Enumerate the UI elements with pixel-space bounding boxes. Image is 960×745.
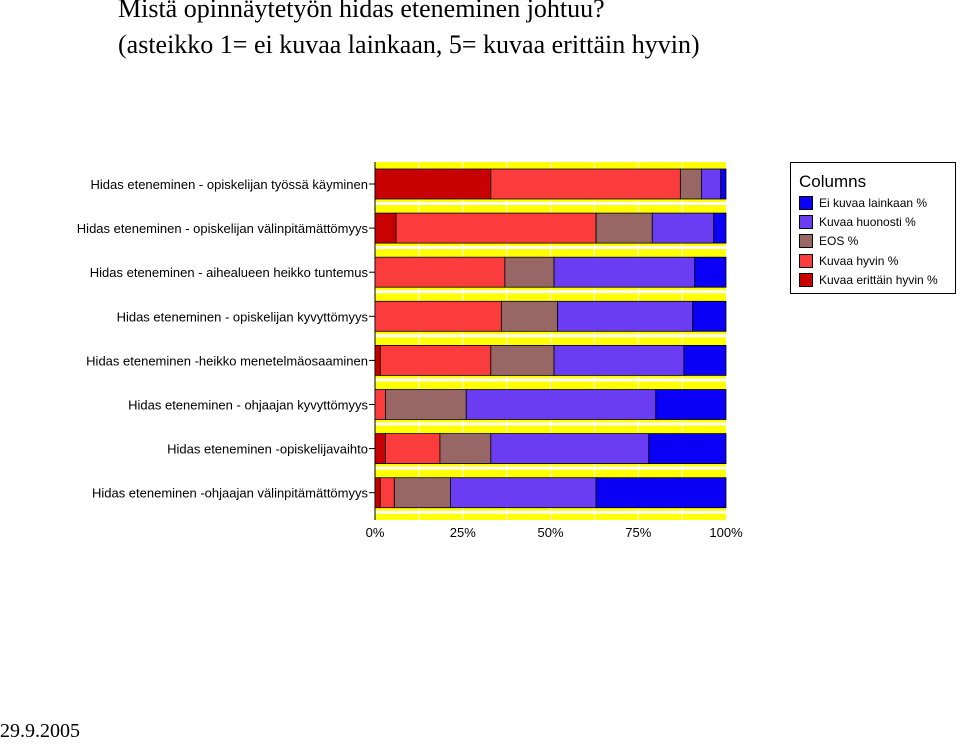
bar-segment bbox=[439, 433, 492, 465]
category-label: Hidas eteneminen - ohjaajan kyvyttömyys bbox=[128, 398, 368, 413]
bar-segment bbox=[385, 389, 467, 420]
bar-segment bbox=[648, 433, 727, 465]
bar-segment bbox=[374, 300, 502, 332]
bar-segment bbox=[553, 344, 685, 376]
legend-label: Ei kuvaa lainkaan % bbox=[819, 196, 928, 210]
legend-swatch bbox=[799, 273, 813, 287]
legend: Columns Ei kuvaa lainkaan % Kuvaa huonos… bbox=[790, 162, 956, 294]
bar-segment bbox=[692, 300, 727, 332]
category-label: Hidas eteneminen - opiskelijan välinpitä… bbox=[77, 221, 369, 236]
x-tick-label: 0% bbox=[366, 525, 385, 540]
bar-segment bbox=[553, 256, 695, 288]
bar-segment bbox=[374, 389, 386, 420]
legend-swatch bbox=[799, 196, 813, 210]
category-label: Hidas eteneminen -heikko menetelmäosaami… bbox=[86, 353, 368, 368]
bar-segment bbox=[490, 344, 555, 376]
legend-swatch bbox=[799, 234, 813, 248]
category-label: Hidas eteneminen -opiskelijavaihto bbox=[167, 442, 368, 457]
x-tick-label: 25% bbox=[450, 525, 476, 540]
bar-segment bbox=[379, 477, 395, 509]
legend-item-hyvin: Kuvaa hyvin % bbox=[799, 252, 898, 270]
bar-segment bbox=[655, 389, 727, 420]
legend-label: Kuvaa hyvin % bbox=[819, 254, 899, 268]
bar-segment bbox=[679, 168, 702, 200]
bar-segment bbox=[374, 212, 397, 244]
bar-segment bbox=[374, 433, 386, 465]
bar-segment bbox=[713, 212, 727, 244]
legend-item-huonosti: Kuvaa huonosti % bbox=[799, 213, 916, 231]
bar-segment bbox=[490, 168, 681, 200]
bar-segment bbox=[450, 477, 597, 509]
bar-segment bbox=[374, 256, 506, 288]
category-label: Hidas eteneminen - aihealueen heikko tun… bbox=[90, 265, 369, 280]
bar-segment bbox=[374, 168, 492, 200]
category-label: Hidas eteneminen -ohjaajan välinpitämätt… bbox=[92, 486, 369, 501]
bar-segment bbox=[374, 477, 381, 509]
bar-segment bbox=[720, 168, 727, 200]
legend-label: Kuvaa huonosti % bbox=[819, 215, 916, 229]
x-tick-label: 50% bbox=[537, 525, 563, 540]
bar-segment bbox=[385, 433, 441, 465]
category-label: Hidas eteneminen - opiskelijan työssä kä… bbox=[91, 177, 368, 192]
bar-segment bbox=[379, 344, 492, 376]
bar-segment bbox=[465, 389, 657, 420]
legend-swatch bbox=[799, 254, 813, 268]
legend-title: Columns bbox=[799, 172, 867, 191]
chart-title: Mistä opinnäytetyön hidas eteneminen joh… bbox=[118, 0, 605, 23]
legend-label: EOS % bbox=[819, 234, 859, 248]
chart-subtitle: (asteikko 1= ei kuvaa lainkaan, 5= kuvaa… bbox=[118, 30, 700, 59]
legend-label: Kuvaa erittäin hyvin % bbox=[819, 273, 938, 287]
legend-item-erittain-hyvin: Kuvaa erittäin hyvin % bbox=[799, 271, 938, 289]
date-footer: 29.9.2005 bbox=[0, 720, 80, 742]
x-tick-label: 100% bbox=[709, 525, 743, 540]
bar-segment bbox=[374, 344, 381, 376]
category-label: Hidas eteneminen - opiskelijan kyvyttömy… bbox=[117, 309, 369, 324]
bar-segment bbox=[395, 212, 597, 244]
bar-segment bbox=[500, 300, 558, 332]
bar-segment bbox=[651, 212, 715, 244]
bar-segment bbox=[595, 212, 653, 244]
legend-item-eos: EOS % bbox=[799, 232, 858, 250]
bar-segment bbox=[694, 256, 727, 288]
bar-segment bbox=[595, 477, 727, 509]
bar-segment bbox=[490, 433, 650, 465]
bar-segment bbox=[393, 477, 451, 509]
legend-swatch bbox=[799, 215, 813, 229]
bar-segment bbox=[701, 168, 722, 200]
x-tick-label: 75% bbox=[625, 525, 651, 540]
legend-item-ei-kuvaa: Ei kuvaa lainkaan % bbox=[799, 194, 927, 212]
bar-segment bbox=[504, 256, 555, 288]
bar-segment bbox=[557, 300, 694, 332]
bar-segment bbox=[683, 344, 727, 376]
